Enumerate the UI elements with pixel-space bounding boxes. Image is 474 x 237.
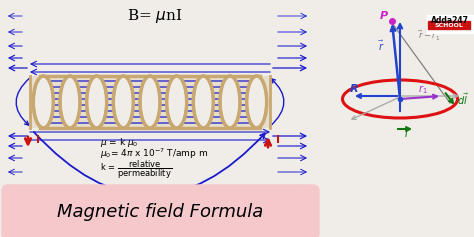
FancyBboxPatch shape	[2, 185, 319, 237]
Text: I: I	[405, 129, 408, 139]
Text: Adda247: Adda247	[431, 15, 469, 24]
Text: $\mu_0$= 4$\pi$ x 10$^{-7}$ T/amp m: $\mu_0$= 4$\pi$ x 10$^{-7}$ T/amp m	[100, 147, 208, 161]
Text: $\vec{r}-\vec{r}_1$: $\vec{r}-\vec{r}_1$	[418, 28, 440, 42]
Text: P: P	[380, 11, 388, 21]
Text: Magnetic field Formula: Magnetic field Formula	[57, 203, 264, 221]
Text: k = $\dfrac{\mathrm{relative}}{\mathrm{permeability}}$: k = $\dfrac{\mathrm{relative}}{\mathrm{p…	[100, 158, 172, 181]
Ellipse shape	[220, 76, 240, 128]
Ellipse shape	[246, 76, 267, 128]
Ellipse shape	[60, 76, 80, 128]
Ellipse shape	[193, 76, 213, 128]
FancyArrowPatch shape	[270, 79, 284, 126]
FancyBboxPatch shape	[30, 76, 270, 128]
Text: SCHOOL: SCHOOL	[435, 23, 464, 27]
FancyBboxPatch shape	[427, 15, 473, 33]
Text: $r_1$: $r_1$	[418, 83, 428, 96]
Text: $\mu$ = k $\mu_0$: $\mu$ = k $\mu_0$	[100, 136, 138, 149]
Text: I: I	[276, 135, 280, 145]
Ellipse shape	[140, 76, 160, 128]
FancyArrowPatch shape	[16, 78, 30, 125]
Ellipse shape	[33, 76, 54, 128]
Ellipse shape	[87, 76, 107, 128]
Text: R: R	[350, 84, 359, 94]
FancyArrowPatch shape	[34, 132, 265, 195]
Text: $d\vec{l}$: $d\vec{l}$	[457, 92, 469, 107]
FancyBboxPatch shape	[428, 21, 470, 29]
Text: B= $\mu$nI: B= $\mu$nI	[127, 7, 183, 25]
Text: I: I	[36, 135, 40, 145]
Text: $\vec{r}$: $\vec{r}$	[378, 39, 384, 53]
Ellipse shape	[167, 76, 187, 128]
Ellipse shape	[113, 76, 133, 128]
